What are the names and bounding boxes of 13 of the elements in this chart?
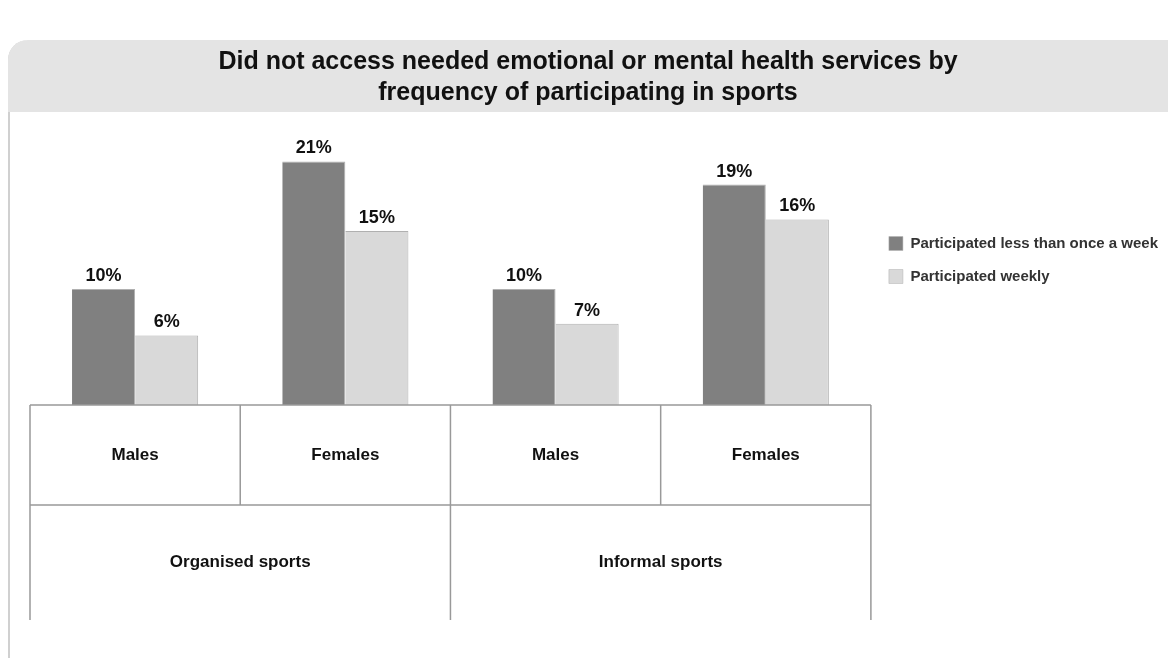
text: Organised sports: [169, 551, 311, 571]
data-label: 10%: [85, 264, 122, 285]
data-label: 6%: [153, 311, 180, 332]
data-label: 7%: [574, 299, 601, 320]
data-label: 16%: [779, 195, 816, 216]
legend-label: Participated weekly: [910, 266, 1051, 284]
data-label: 15%: [358, 206, 395, 227]
chart-title: Did not access needed emotional or mental health services by frequency of participating in sports: [217, 45, 959, 107]
text: Informal sports: [598, 551, 723, 571]
data-label: 10%: [506, 264, 543, 285]
data-label: 19%: [716, 160, 753, 181]
data-label: 21%: [295, 137, 332, 158]
legend-label: Participated less than once a week: [910, 233, 1159, 251]
